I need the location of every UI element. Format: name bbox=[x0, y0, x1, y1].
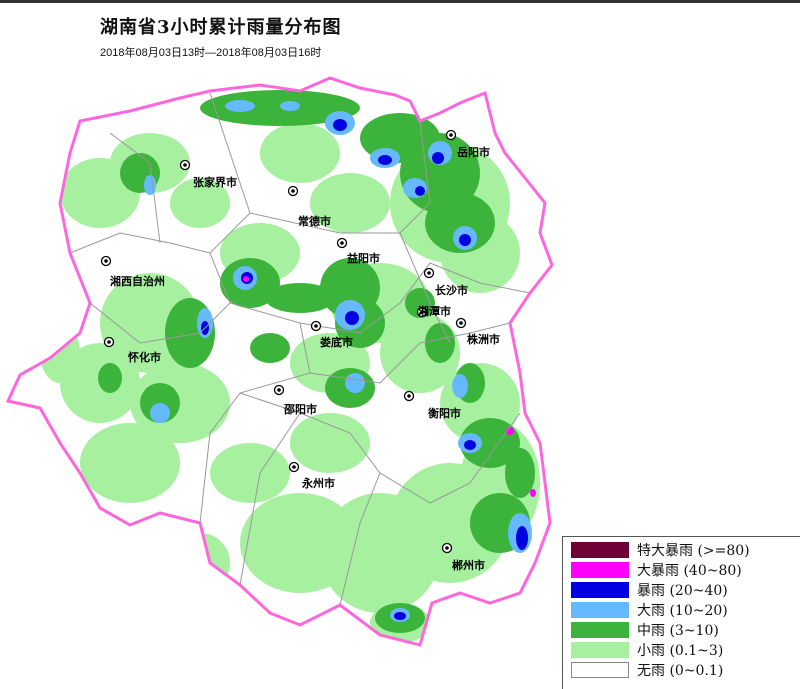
legend-item: 大雨 (10~20) bbox=[571, 601, 728, 619]
legend-label: 无雨 (0~0.1) bbox=[637, 663, 724, 679]
legend-item: 无雨 (0~0.1) bbox=[571, 661, 723, 679]
city-marker-dot bbox=[449, 133, 453, 137]
city-label: 常德市 bbox=[298, 214, 331, 228]
legend-swatch bbox=[571, 642, 629, 658]
legend-label: 中雨 (3~10) bbox=[637, 623, 719, 639]
rain-area bbox=[200, 90, 360, 126]
city-marker-dot bbox=[445, 546, 449, 550]
rain-area bbox=[150, 403, 170, 423]
legend-swatch bbox=[571, 602, 629, 618]
rain-area bbox=[265, 283, 335, 313]
rain-area bbox=[505, 448, 535, 498]
city-boundaries bbox=[69, 92, 531, 606]
rain-area bbox=[464, 440, 476, 450]
city-label: 岳阳市 bbox=[457, 145, 490, 159]
legend-swatch bbox=[571, 542, 629, 558]
city-label: 湘西自治州 bbox=[110, 274, 165, 288]
city-marker-dot bbox=[459, 321, 463, 325]
city-label: 永州市 bbox=[301, 476, 335, 490]
city-marker-dot bbox=[420, 310, 424, 314]
city-marker-dot bbox=[292, 465, 296, 469]
legend: 特大暴雨 (>=80) 大暴雨 (40~80) 暴雨 (20~40) 大雨 (1… bbox=[562, 536, 800, 689]
city-label: 株洲市 bbox=[467, 332, 500, 346]
city-marker-dot bbox=[340, 241, 344, 245]
legend-swatch bbox=[571, 622, 629, 638]
legend-item: 小雨 (0.1~3) bbox=[571, 641, 723, 659]
rain-area bbox=[40, 323, 80, 383]
rain-area bbox=[290, 413, 370, 473]
rain-area bbox=[345, 373, 365, 393]
city-label: 长沙市 bbox=[435, 283, 468, 297]
city-boundary bbox=[239, 412, 301, 586]
rain-area bbox=[243, 276, 249, 282]
city-label: 衡阳市 bbox=[428, 406, 461, 420]
legend-label: 暴雨 (20~40) bbox=[637, 583, 728, 599]
rain-area bbox=[280, 101, 300, 111]
rain-area bbox=[225, 100, 255, 112]
map-subtitle: 2018年08月03日13时—2018年08月03日16时 bbox=[100, 47, 322, 59]
legend-item: 特大暴雨 (>=80) bbox=[571, 541, 750, 559]
city-marker-dot bbox=[277, 388, 281, 392]
city-marker-dot bbox=[407, 394, 411, 398]
rain-area bbox=[378, 155, 392, 165]
legend-item: 中雨 (3~10) bbox=[571, 621, 719, 639]
city-label: 郴州市 bbox=[452, 558, 485, 572]
city-boundary bbox=[399, 232, 451, 344]
rain-area bbox=[405, 288, 435, 318]
rain-area bbox=[170, 533, 230, 593]
city-boundary bbox=[339, 472, 381, 606]
rain-area bbox=[98, 363, 122, 393]
rain-area bbox=[432, 152, 444, 164]
legend-swatch bbox=[571, 562, 629, 578]
city-label: 怀化市 bbox=[128, 350, 161, 364]
rain-area bbox=[260, 123, 340, 183]
rain-area bbox=[459, 234, 471, 246]
rain-area bbox=[170, 178, 230, 228]
rain-area bbox=[345, 311, 359, 325]
city-label: 张家界市 bbox=[193, 175, 237, 189]
city-marker-dot bbox=[104, 259, 108, 263]
legend-label: 大雨 (10~20) bbox=[637, 603, 728, 619]
rain-area bbox=[415, 186, 425, 196]
city-label: 邵阳市 bbox=[283, 402, 317, 416]
city-marker-dot bbox=[427, 271, 431, 275]
rain-area bbox=[310, 173, 390, 233]
rain-area bbox=[425, 193, 495, 253]
rainfall-areas bbox=[40, 90, 540, 643]
legend-label: 大暴雨 (40~80) bbox=[637, 563, 742, 579]
legend-label: 小雨 (0.1~3) bbox=[637, 643, 724, 659]
rain-area bbox=[80, 423, 180, 503]
rain-area bbox=[144, 175, 156, 195]
city-marker-dot bbox=[291, 189, 295, 193]
map-title: 湖南省3小时累计雨量分布图 bbox=[100, 17, 342, 38]
city-boundary bbox=[309, 322, 511, 384]
rain-area bbox=[250, 333, 290, 363]
city-marker-dot bbox=[183, 163, 187, 167]
city-label: 湘潭市 bbox=[418, 304, 451, 318]
city-boundary bbox=[109, 132, 161, 244]
rain-area bbox=[210, 443, 290, 503]
city-marker-dot bbox=[107, 340, 111, 344]
rain-area bbox=[530, 489, 536, 497]
rain-area bbox=[516, 526, 528, 550]
rain-area bbox=[452, 374, 468, 398]
rain-area bbox=[394, 612, 406, 620]
rain-area bbox=[460, 418, 520, 468]
city-label: 益阳市 bbox=[347, 251, 380, 265]
province-border bbox=[5, 76, 554, 647]
city-marker-dot bbox=[314, 324, 318, 328]
rain-area bbox=[425, 323, 455, 363]
rain-area bbox=[333, 119, 347, 131]
legend-item: 大暴雨 (40~80) bbox=[571, 561, 742, 579]
city-boundary bbox=[89, 252, 231, 344]
legend-label: 特大暴雨 (>=80) bbox=[637, 543, 750, 559]
city-label: 娄底市 bbox=[320, 335, 353, 349]
legend-swatch bbox=[571, 582, 629, 598]
legend-item: 暴雨 (20~40) bbox=[571, 581, 728, 599]
legend-swatch bbox=[571, 662, 629, 678]
